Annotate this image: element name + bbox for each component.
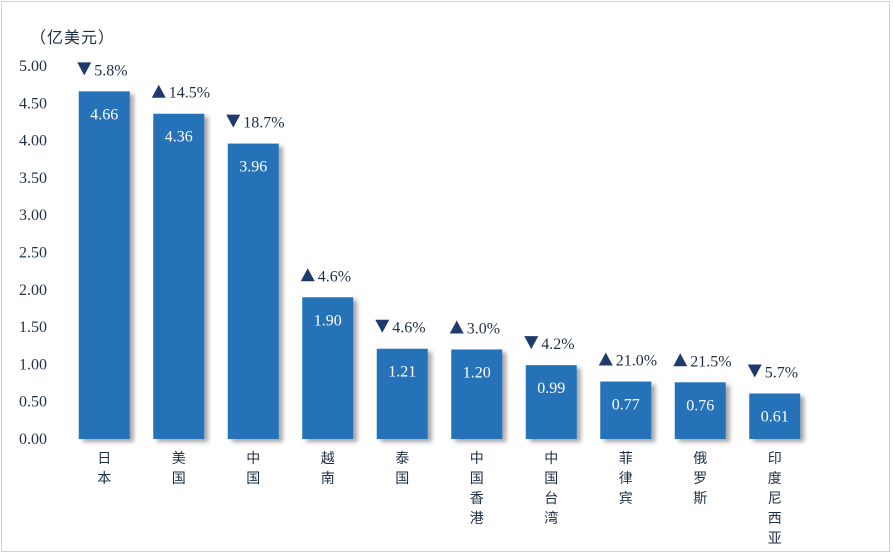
data-label: 0.61: [761, 408, 789, 425]
data-label: 0.76: [686, 397, 714, 414]
change-label: 21.5%: [690, 353, 731, 370]
bar: [78, 91, 130, 439]
down-triangle-icon: [524, 336, 539, 350]
data-label: 1.21: [388, 364, 416, 381]
data-label: 3.96: [239, 159, 267, 176]
y-tick-label: 3.50: [19, 170, 47, 187]
change-label: 21.0%: [616, 353, 657, 370]
bar: [674, 382, 726, 439]
down-triangle-icon: [77, 62, 92, 76]
data-label: 4.36: [165, 129, 193, 146]
bar: [451, 349, 503, 439]
up-triangle-icon: [151, 84, 166, 98]
bar: [302, 297, 354, 439]
change-label: 5.8%: [94, 62, 127, 79]
data-label: 0.99: [537, 380, 565, 397]
data-label: 1.20: [463, 364, 491, 381]
y-tick-label: 3.00: [19, 207, 47, 224]
y-tick-label: 0.00: [19, 431, 47, 448]
change-label: 5.7%: [765, 364, 798, 381]
y-tick-label: 1.50: [19, 319, 47, 336]
data-label: 0.77: [612, 397, 640, 414]
change-label: 18.7%: [243, 115, 284, 132]
x-tick-label: 印度尼西亚: [768, 451, 782, 547]
bar: [376, 348, 428, 439]
y-tick-label: 5.00: [19, 58, 47, 75]
change-label: 4.6%: [392, 320, 425, 337]
bar: [525, 365, 577, 439]
up-triangle-icon: [449, 320, 464, 334]
x-tick-label: 中国: [246, 451, 260, 487]
up-triangle-icon: [673, 353, 688, 367]
change-label: 3.0%: [467, 320, 500, 337]
x-tick-label: 美国: [172, 451, 186, 487]
y-tick-label: 0.50: [19, 394, 47, 411]
up-triangle-icon: [300, 268, 315, 282]
down-triangle-icon: [747, 364, 762, 378]
y-tick-label: 2.00: [19, 282, 47, 299]
y-tick-label: 2.50: [19, 245, 47, 262]
bar: [749, 393, 801, 439]
data-label: 1.90: [314, 312, 342, 329]
x-tick-label: 中国香港: [470, 451, 484, 527]
x-tick-label: 中国台湾: [544, 451, 558, 527]
y-tick-label: 1.00: [19, 356, 47, 373]
x-tick-label: 泰国: [395, 451, 409, 487]
bar: [227, 143, 279, 440]
up-triangle-icon: [598, 352, 613, 366]
bar: [600, 381, 652, 439]
unit-label: （亿美元）: [30, 28, 116, 47]
x-tick-label: 越南: [321, 451, 335, 487]
bar: [153, 113, 205, 439]
y-tick-label: 4.00: [19, 133, 47, 150]
data-label: 4.66: [90, 106, 118, 123]
down-triangle-icon: [375, 319, 390, 333]
x-tick-label: 菲律宾: [619, 451, 633, 507]
change-label: 4.6%: [318, 268, 351, 285]
change-label: 4.2%: [541, 336, 574, 353]
y-tick-label: 4.50: [19, 95, 47, 112]
down-triangle-icon: [226, 114, 241, 128]
x-tick-label: 俄罗斯: [693, 451, 707, 507]
change-label: 14.5%: [169, 85, 210, 102]
x-tick-label: 日本: [97, 451, 111, 487]
